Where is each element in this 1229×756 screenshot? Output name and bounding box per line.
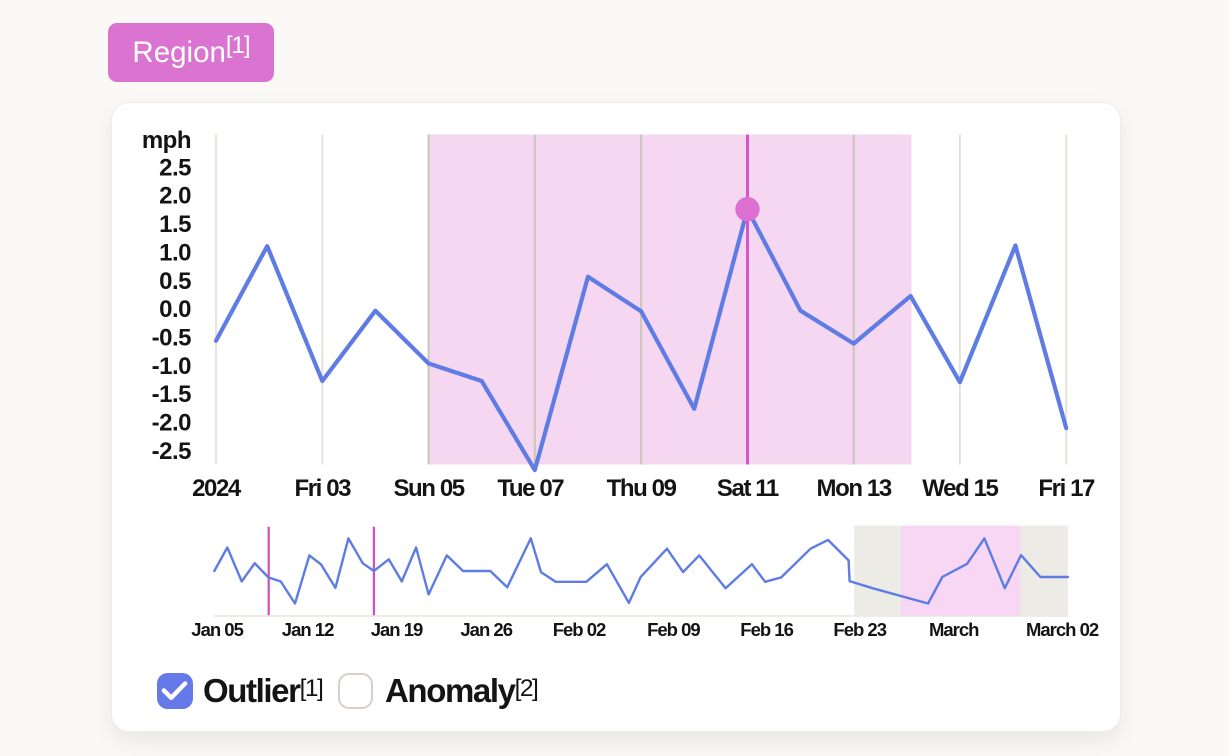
svg-text:Thu 09: Thu 09 bbox=[607, 475, 677, 502]
svg-text:March: March bbox=[929, 619, 979, 640]
svg-text:0.5: 0.5 bbox=[159, 268, 191, 295]
svg-text:mph: mph bbox=[142, 127, 191, 154]
svg-text:Feb 16: Feb 16 bbox=[740, 619, 793, 640]
svg-text:2.0: 2.0 bbox=[159, 183, 191, 210]
svg-text:Sun 05: Sun 05 bbox=[393, 475, 464, 502]
svg-text:Sat 11: Sat 11 bbox=[717, 475, 779, 502]
svg-text:Wed 15: Wed 15 bbox=[922, 475, 998, 502]
svg-text:-1.0: -1.0 bbox=[152, 353, 192, 380]
svg-text:Mon 13: Mon 13 bbox=[817, 475, 892, 502]
svg-text:2.5: 2.5 bbox=[159, 154, 191, 181]
svg-text:-1.5: -1.5 bbox=[152, 381, 192, 408]
svg-text:1.0: 1.0 bbox=[159, 239, 191, 266]
svg-text:March 02: March 02 bbox=[1026, 619, 1099, 640]
svg-text:Jan 12: Jan 12 bbox=[282, 619, 334, 640]
svg-text:-2.5: -2.5 bbox=[152, 438, 192, 465]
svg-text:Feb 23: Feb 23 bbox=[833, 619, 886, 640]
svg-text:-0.5: -0.5 bbox=[152, 325, 192, 352]
svg-text:Jan 05: Jan 05 bbox=[191, 619, 243, 640]
svg-text:2024: 2024 bbox=[192, 475, 242, 502]
svg-text:Fri 03: Fri 03 bbox=[294, 475, 351, 502]
svg-text:Jan 26: Jan 26 bbox=[460, 619, 512, 640]
svg-text:-2.0: -2.0 bbox=[152, 410, 192, 437]
svg-text:Jan 19: Jan 19 bbox=[371, 619, 423, 640]
svg-text:Feb 09: Feb 09 bbox=[647, 619, 700, 640]
svg-text:0.0: 0.0 bbox=[159, 296, 191, 323]
svg-text:Tue 07: Tue 07 bbox=[497, 475, 564, 502]
svg-text:Fri 17: Fri 17 bbox=[1038, 475, 1095, 502]
svg-text:Feb 02: Feb 02 bbox=[553, 619, 606, 640]
svg-text:1.5: 1.5 bbox=[159, 211, 191, 238]
